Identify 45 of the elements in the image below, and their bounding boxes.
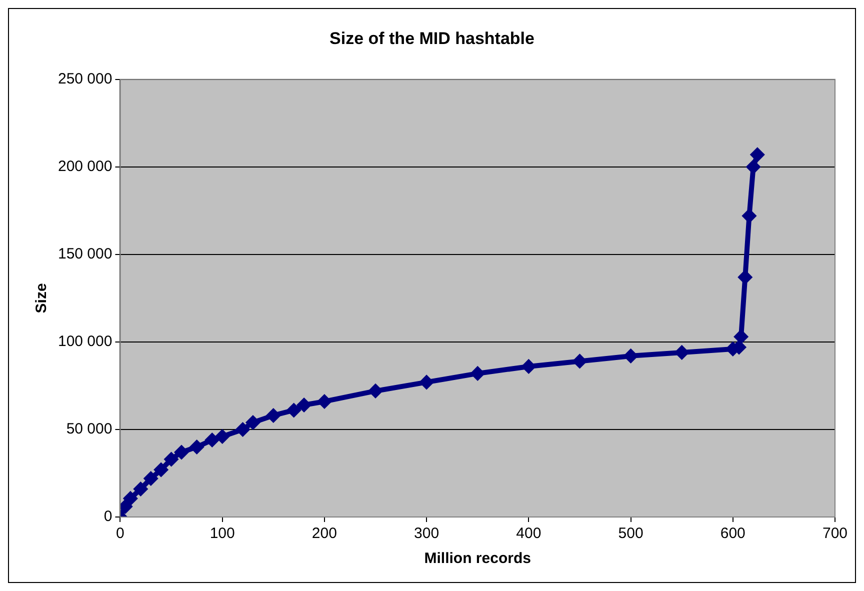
point xyxy=(738,270,752,284)
point xyxy=(734,330,748,344)
point xyxy=(746,160,760,174)
x-tick-label: 700 xyxy=(822,525,848,542)
x-tick-label: 200 xyxy=(312,525,337,542)
point xyxy=(134,482,148,496)
y-tick-label: 0 xyxy=(104,508,112,526)
x-tick-label: 100 xyxy=(210,525,235,542)
point xyxy=(369,384,382,398)
x-tick-label: 0 xyxy=(116,525,124,542)
point xyxy=(120,500,132,513)
point xyxy=(164,452,178,466)
point xyxy=(287,404,300,417)
x-tick-label: 400 xyxy=(516,525,542,542)
point xyxy=(144,472,158,485)
point xyxy=(573,354,586,368)
point xyxy=(216,430,229,443)
chart-title: Size of the MID hashtable xyxy=(330,28,534,48)
x-tick-label: 600 xyxy=(720,525,746,542)
x-tick-label: 500 xyxy=(618,525,644,542)
point xyxy=(190,440,204,454)
y-tick-label: 250 000 xyxy=(58,70,112,88)
y-tick-label: 150 000 xyxy=(58,246,112,263)
y-axis-title: Size xyxy=(33,283,50,314)
y-tick-label: 50 000 xyxy=(66,420,112,438)
y-tick-label: 200 000 xyxy=(58,158,112,176)
point xyxy=(675,346,688,359)
point xyxy=(298,398,311,412)
point xyxy=(154,463,168,476)
x-tick-label: 300 xyxy=(414,525,440,542)
point xyxy=(471,366,484,380)
point xyxy=(206,433,219,446)
point xyxy=(750,148,764,162)
point xyxy=(624,349,638,362)
point xyxy=(236,422,250,436)
y-tick-label: 100 000 xyxy=(58,333,112,350)
point xyxy=(522,360,536,373)
point xyxy=(174,446,188,459)
x-axis-title: Million records xyxy=(424,550,531,568)
point xyxy=(420,376,434,389)
point xyxy=(742,209,756,222)
point xyxy=(318,394,331,408)
point xyxy=(266,408,280,422)
point xyxy=(124,492,137,505)
point xyxy=(246,416,260,429)
